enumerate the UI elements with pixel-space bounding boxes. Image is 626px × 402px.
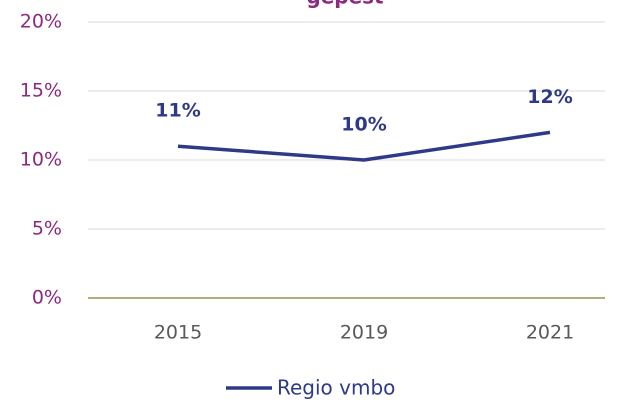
- chart-title: gepest: [306, 0, 384, 9]
- y-tick-label: 5%: [32, 218, 62, 240]
- y-tick-label: 15%: [20, 80, 62, 102]
- data-label: 10%: [341, 114, 386, 136]
- y-tick-label: 10%: [20, 149, 62, 171]
- y-tick-label: 20%: [20, 11, 62, 33]
- data-label: 12%: [527, 86, 572, 108]
- legend-label: Regio vmbo: [277, 376, 395, 400]
- x-tick-label: 2021: [526, 322, 574, 344]
- data-label: 11%: [155, 100, 200, 122]
- line: [177, 130, 551, 162]
- y-tick-label: 0%: [32, 287, 62, 309]
- x-tick-label: 2019: [340, 322, 388, 344]
- x-tick-label: 2015: [154, 322, 202, 344]
